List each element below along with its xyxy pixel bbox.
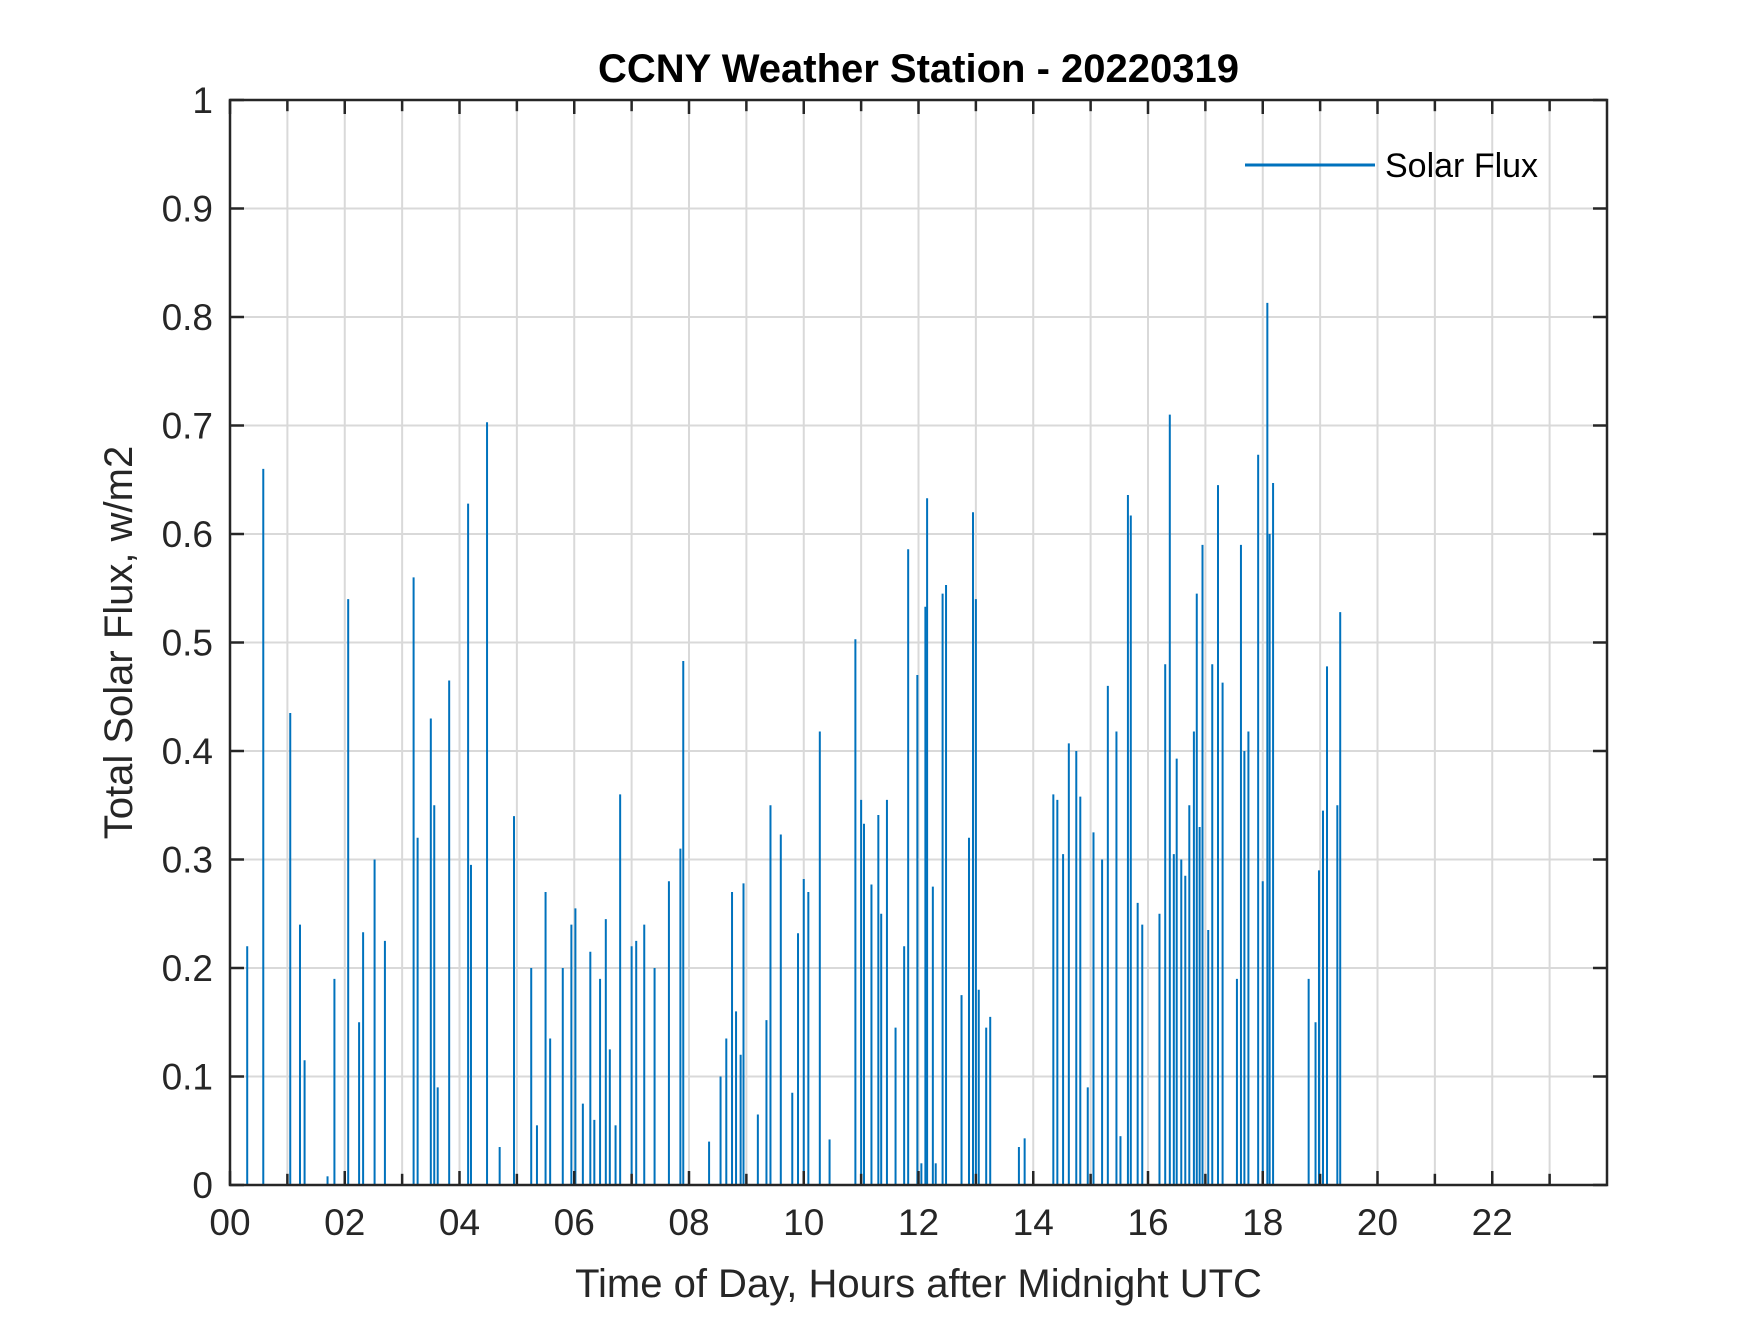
y-tick-label: 0.9	[162, 189, 213, 230]
y-tick-label: 0.7	[162, 406, 213, 447]
x-tick-label: 04	[439, 1202, 480, 1243]
y-tick-label: 0.1	[162, 1057, 213, 1098]
y-tick-label: 0.8	[162, 297, 213, 338]
y-tick-label: 0.4	[162, 731, 213, 772]
y-tick-label: 0.5	[162, 623, 213, 664]
legend: Solar Flux	[1245, 147, 1538, 185]
y-tick-label: 0.2	[162, 948, 213, 989]
plot-area	[244, 302, 1344, 1186]
x-tick-label: 22	[1472, 1202, 1513, 1243]
y-tick-label: 1	[192, 80, 213, 121]
x-tick-label: 10	[783, 1202, 824, 1243]
x-tick-label: 02	[324, 1202, 365, 1243]
y-tick-label: 0.3	[162, 840, 213, 881]
y-tick-label: 0.6	[162, 514, 213, 555]
x-tick-label: 16	[1127, 1202, 1168, 1243]
x-tick-label: 12	[898, 1202, 939, 1243]
y-axis-label: Total Solar Flux, w/m2	[97, 446, 141, 839]
x-tick-label: 08	[668, 1202, 709, 1243]
x-tick-label: 00	[209, 1202, 250, 1243]
x-tick-label: 20	[1357, 1202, 1398, 1243]
tick-labels: 00 02 04 06 08 10 12 14 16 18 20 22 0 0.1 0.2 0.3 0.4 0.5…	[162, 80, 1513, 1243]
x-tick-label: 06	[554, 1202, 595, 1243]
legend-label-solar-flux: Solar Flux	[1385, 147, 1538, 185]
x-tick-label: 18	[1242, 1202, 1283, 1243]
x-tick-label: 14	[1013, 1202, 1054, 1243]
grid-lines	[230, 100, 1607, 1185]
axis-ticks	[228, 98, 1607, 1187]
y-tick-label: 0	[192, 1165, 213, 1206]
chart-title: CCNY Weather Station - 20220319	[598, 47, 1239, 91]
x-axis-label: Time of Day, Hours after Midnight UTC	[575, 1262, 1262, 1306]
